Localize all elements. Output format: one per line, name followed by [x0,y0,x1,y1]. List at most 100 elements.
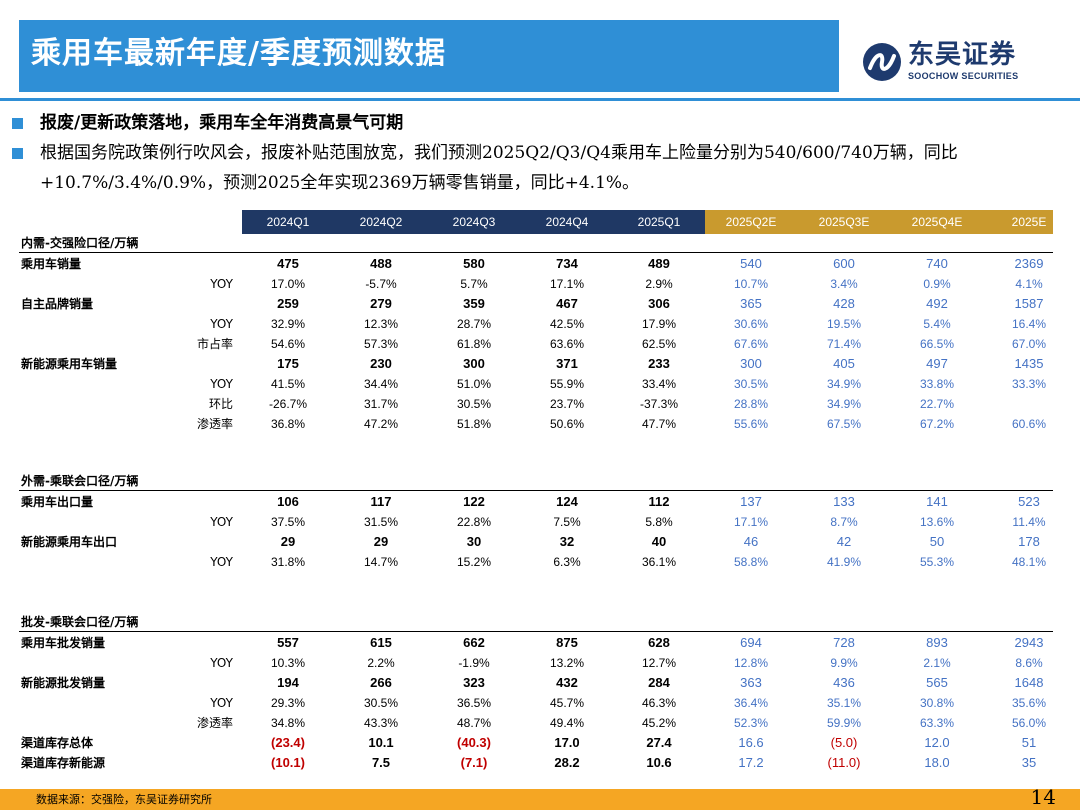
row-label: 新能源批发销量 [21,676,106,690]
table-cell: 23.7% [549,397,585,411]
soochow-logo-icon [863,43,901,81]
table-cell: 34.4% [363,377,399,391]
column-header: 2024Q3 [452,215,496,229]
table-cell: (7.1) [460,755,488,770]
table-cell: 48.1% [1011,555,1047,569]
table-cell: 10.6 [646,755,672,770]
table-cell: 45.2% [641,716,677,730]
table-cell: 28.2 [554,755,580,770]
table-cell: 33.4% [641,377,677,391]
table-cell: 117 [370,494,392,509]
footer-source: 数据来源：交强险，东吴证券研究所 [36,793,212,806]
table-cell: 55.3% [919,555,955,569]
table-cell: 41.5% [270,377,306,391]
square-bullet-icon [12,148,23,159]
table-cell: 10.7% [733,277,769,291]
table-cell: 27.4 [646,735,672,750]
table-row: 乘用车批发销量 557 615 662 875 628 694 728 893 2943 [19,633,1053,653]
table-cell: 52.3% [733,716,769,730]
table-cell: (23.4) [271,735,305,750]
table-cell: 17.1% [549,277,585,291]
table-cell: 67.0% [1011,337,1047,351]
table-row: 自主品牌销量 259 279 359 467 306 365 428 492 1587 [19,294,1053,314]
table-cell: 365 [740,296,762,311]
table-cell: 363 [740,675,762,690]
table-cell: 740 [926,256,948,271]
table-cell: 13.2% [549,656,585,670]
table-cell: 323 [463,675,485,690]
page-number: 14 [1030,785,1056,809]
table-row: 市占率 54.6% 57.3% 61.8% 63.6% 62.5% 67.6% 71.4% 66… [19,334,1053,354]
table-cell: 475 [277,256,299,271]
table-cell: 17.9% [641,317,677,331]
section-divider [19,252,1053,253]
footer-bar [0,789,1080,810]
table-cell: 1587 [1014,296,1044,311]
row-label: 新能源乘用车销量 [21,357,118,371]
table-cell: 37.5% [270,515,306,529]
table-cell: -37.3% [639,397,679,411]
table-cell: 43.3% [363,716,399,730]
table-cell: 9.9% [830,656,858,670]
row-label: 乘用车出口量 [21,495,94,509]
table-cell: (11.0) [827,755,861,770]
table-cell: 112 [648,494,670,509]
row-label: 自主品牌销量 [21,297,94,311]
table-cell: 71.4% [826,337,862,351]
table-cell: 55.6% [733,417,769,431]
table-row: YOY 17.0% -5.7% 5.7% 17.1% 2.9% 10.7% 3.4% 0.9% 4… [19,274,1053,294]
table-cell: 29 [280,534,296,549]
table-cell: 29 [373,534,389,549]
table-cell: 19.5% [826,317,862,331]
table-cell: 600 [833,256,855,271]
bullet-text: 报废/更新政策落地，乘用车全年消费高景气可期 [40,113,404,133]
table-cell: 12.0 [924,735,950,750]
table-row: 环比 -26.7% 31.7% 30.5% 23.7% -37.3% 28.8% 34.9% 2… [19,394,1053,414]
row-sublabel: 环比 [208,397,233,411]
table-row: 渗透率 36.8% 47.2% 51.8% 50.6% 47.7% 55.6% 67.5% 67… [19,414,1053,434]
table-cell: 30.5% [456,397,492,411]
table-cell: 29.3% [270,696,306,710]
table-cell: 31.7% [363,397,399,411]
row-label: 乘用车批发销量 [21,636,106,650]
table-cell: 33.3% [1011,377,1047,391]
logo-en-text: SOOCHOW SECURITIES [908,71,1019,81]
table-cell: 266 [370,675,392,690]
table-cell: 734 [556,256,578,271]
title-bar: 乘用车最新年度/季度预测数据 [19,20,839,92]
table-cell: 16.4% [1011,317,1047,331]
table-cell: 279 [370,296,392,311]
row-sublabel: 渗透率 [196,417,233,431]
table-cell: 359 [463,296,485,311]
row-sublabel: YOY [210,515,233,529]
table-cell: 1435 [1014,356,1044,371]
table-cell: 51 [1021,735,1037,750]
logo-cn-text: 东吴证券 [908,40,1017,70]
table-row: YOY 10.3% 2.2% -1.9% 13.2% 12.7% 12.8% 9.9% 2.1%… [19,653,1053,673]
section-label: 内需-交强险口径/万辆 [21,236,139,250]
table-cell: 47.7% [641,417,677,431]
table-cell: 57.3% [363,337,399,351]
table-cell: 230 [370,356,392,371]
column-header: 2025E [1011,215,1047,229]
row-sublabel: YOY [210,377,233,391]
table-cell: 54.6% [270,337,306,351]
table-cell: 259 [277,296,299,311]
table-cell: 106 [277,494,299,509]
table-cell: 284 [648,675,670,690]
table-cell: 875 [556,635,578,650]
table-cell: 2.1% [923,656,951,670]
table-cell: 178 [1018,534,1040,549]
column-header: 2024Q4 [545,215,589,229]
section-label: 批发-乘联会口径/万辆 [21,615,139,629]
table-cell: 30.6% [733,317,769,331]
section-divider [19,631,1053,632]
table-cell: 46.3% [641,696,677,710]
table-cell: 0.9% [923,277,951,291]
table-cell: 175 [277,356,299,371]
table-cell: 1648 [1014,675,1044,690]
table-cell: 628 [648,635,670,650]
table-cell: 66.5% [919,337,955,351]
row-label: 渠道库存新能源 [21,756,106,770]
row-sublabel: 市占率 [196,337,233,351]
